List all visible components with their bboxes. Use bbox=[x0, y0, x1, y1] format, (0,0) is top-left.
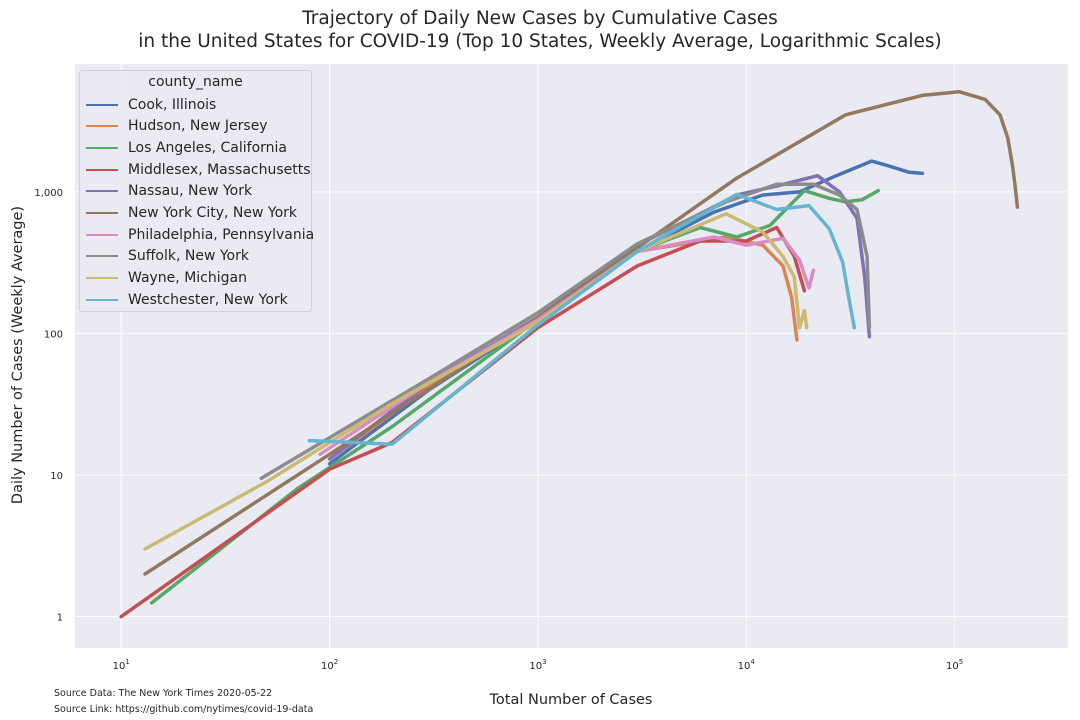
legend-label: Middlesex, Massachusetts bbox=[128, 161, 311, 178]
legend-item: New York City, New York bbox=[86, 203, 297, 224]
chart-title-line-2: in the United States for COVID-19 (Top 1… bbox=[138, 31, 942, 52]
legend-item: Los Angeles, California bbox=[86, 137, 287, 158]
legend-label: Wayne, Michigan bbox=[128, 270, 247, 287]
legend: county_name Cook, Illinois Hudson, New Je… bbox=[79, 70, 314, 312]
y-tick-label: 100 bbox=[44, 329, 63, 340]
legend-item: Nassau, New York bbox=[86, 181, 252, 202]
legend-label: Cook, Illinois bbox=[128, 96, 217, 113]
legend-label: Westchester, New York bbox=[128, 291, 288, 308]
legend-item: Hudson, New Jersey bbox=[86, 116, 268, 137]
tick-labels: 101 102 103 104 105 1 10 100 1,000 bbox=[34, 188, 963, 672]
legend-item: Westchester, New York bbox=[86, 289, 288, 310]
series-line-westchester-new-york bbox=[307, 192, 857, 446]
legend-label: Nassau, New York bbox=[128, 183, 253, 200]
y-tick-label: 1,000 bbox=[34, 188, 63, 199]
legend-swatch bbox=[86, 277, 118, 280]
x-tick-label: 101 bbox=[113, 658, 130, 672]
legend-swatch bbox=[86, 103, 118, 106]
legend-swatch bbox=[86, 190, 118, 193]
legend-label: Los Angeles, California bbox=[128, 139, 287, 156]
x-tick-label: 105 bbox=[946, 658, 963, 672]
series-line-new-york-city-new-york bbox=[143, 89, 1020, 576]
y-tick-label: 1 bbox=[57, 613, 63, 624]
x-tick-label: 102 bbox=[321, 658, 338, 672]
source-link: Source Link: https://github.com/nytimes/… bbox=[54, 704, 314, 715]
legend-item: Philadelphia, Pennsylvania bbox=[86, 224, 314, 245]
y-axis-label: Daily Number of Cases (Weekly Average) bbox=[10, 205, 26, 505]
legend-label: Suffolk, New York bbox=[128, 248, 249, 265]
legend-title: county_name bbox=[148, 74, 243, 90]
legend-label: Hudson, New Jersey bbox=[128, 118, 268, 135]
y-tick-label: 10 bbox=[50, 471, 63, 482]
x-axis-label: Total Number of Cases bbox=[489, 692, 653, 708]
legend-swatch bbox=[86, 233, 118, 236]
legend-swatch bbox=[86, 125, 118, 128]
legend-label: New York City, New York bbox=[128, 205, 298, 221]
chart-title-line-1: Trajectory of Daily New Cases by Cumulat… bbox=[302, 8, 778, 29]
series-lines bbox=[119, 89, 1020, 619]
legend-swatch bbox=[86, 168, 118, 171]
legend-label: Philadelphia, Pennsylvania bbox=[128, 226, 315, 243]
legend-swatch bbox=[86, 146, 118, 149]
legend-swatch bbox=[86, 298, 118, 301]
x-tick-label: 104 bbox=[738, 658, 756, 672]
legend-item: Suffolk, New York bbox=[86, 246, 249, 267]
source-data: Source Data: The New York Times 2020-05-… bbox=[54, 688, 273, 699]
legend-swatch bbox=[86, 212, 118, 214]
legend-item: Middlesex, Massachusetts bbox=[86, 159, 311, 180]
legend-item: Cook, Illinois bbox=[86, 94, 216, 115]
series-line-suffolk-new-york bbox=[259, 182, 872, 480]
series-line-wayne-michigan bbox=[143, 212, 809, 551]
x-tick-label: 103 bbox=[529, 658, 546, 672]
legend-swatch bbox=[86, 255, 118, 258]
legend-item: Wayne, Michigan bbox=[86, 268, 247, 289]
